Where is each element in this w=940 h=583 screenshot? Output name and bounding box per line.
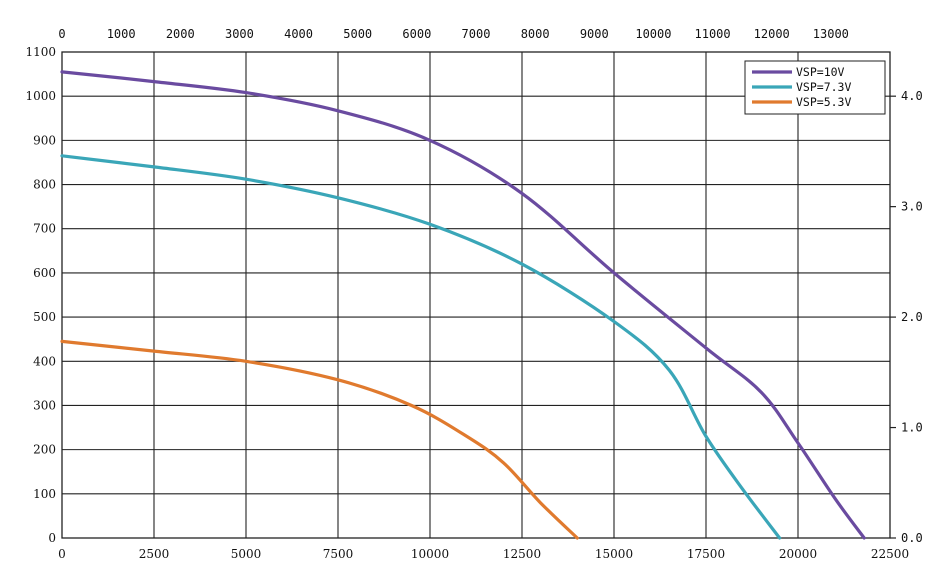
legend-label: VSP=10V	[796, 65, 845, 79]
y-tick-label: 1100	[25, 45, 56, 59]
y-tick-label: 300	[33, 398, 56, 412]
x-tick-label: 22500	[871, 547, 909, 561]
x-tick-label: 5000	[231, 547, 262, 561]
legend-label: VSP=5.3V	[796, 95, 851, 109]
series-lines	[60, 70, 866, 540]
x-tick-label: 2500	[139, 547, 170, 561]
grid	[62, 52, 890, 538]
legend-label: VSP=7.3V	[796, 80, 851, 94]
x-tick-label: 15000	[595, 547, 633, 561]
x-top-tick-label: 9000	[580, 27, 609, 41]
y-tick-label: 200	[33, 443, 56, 457]
y-tick-label: 100	[33, 487, 56, 501]
series-line-vsp-10v	[60, 70, 866, 540]
x-tick-label: 7500	[323, 547, 354, 561]
y-tick-label: 600	[33, 266, 56, 280]
x-top-tick-label: 5000	[343, 27, 372, 41]
x-top-tick-label: 13000	[813, 27, 849, 41]
x-top-tick-label: 1000	[107, 27, 136, 41]
y-right-tick-label: 1.0	[901, 421, 923, 435]
y-tick-label: 900	[33, 133, 56, 147]
y-right-tick-label: 0.0	[901, 531, 923, 545]
series-line-vsp-7-3v	[60, 154, 782, 540]
x-top-tick-label: 6000	[402, 27, 431, 41]
y-right-tick-label: 2.0	[901, 310, 923, 324]
x-top-tick-label: 4000	[284, 27, 313, 41]
x-tick-label: 10000	[411, 547, 449, 561]
y-tick-label: 500	[33, 310, 56, 324]
x-tick-label: 17500	[687, 547, 725, 561]
y-right-tick-label: 4.0	[901, 89, 923, 103]
y-tick-label: 800	[33, 178, 56, 192]
y-tick-label: 1000	[25, 89, 56, 103]
series-line-vsp-5-3v	[60, 339, 579, 540]
x-tick-label: 20000	[779, 547, 817, 561]
y-tick-label: 0	[48, 531, 56, 545]
x-top-tick-label: 2000	[166, 27, 195, 41]
x-top-tick-label: 0	[58, 27, 65, 41]
plot-frame	[61, 51, 891, 539]
x-tick-label: 0	[58, 547, 66, 561]
x-top-tick-label: 7000	[462, 27, 491, 41]
x-top-tick-label: 8000	[521, 27, 550, 41]
y-tick-label: 700	[33, 222, 56, 236]
x-top-tick-label: 12000	[754, 27, 790, 41]
tick-labels: 0 2500 5000 7500 10000 12500 15000 17500 20000 22…	[25, 27, 922, 561]
y-right-tick-label: 3.0	[901, 200, 923, 214]
y-tick-label: 400	[33, 354, 56, 368]
x-top-tick-label: 3000	[225, 27, 254, 41]
x-tick-label: 12500	[503, 547, 541, 561]
x-top-tick-label: 10000	[635, 27, 671, 41]
x-top-tick-label: 11000	[695, 27, 731, 41]
